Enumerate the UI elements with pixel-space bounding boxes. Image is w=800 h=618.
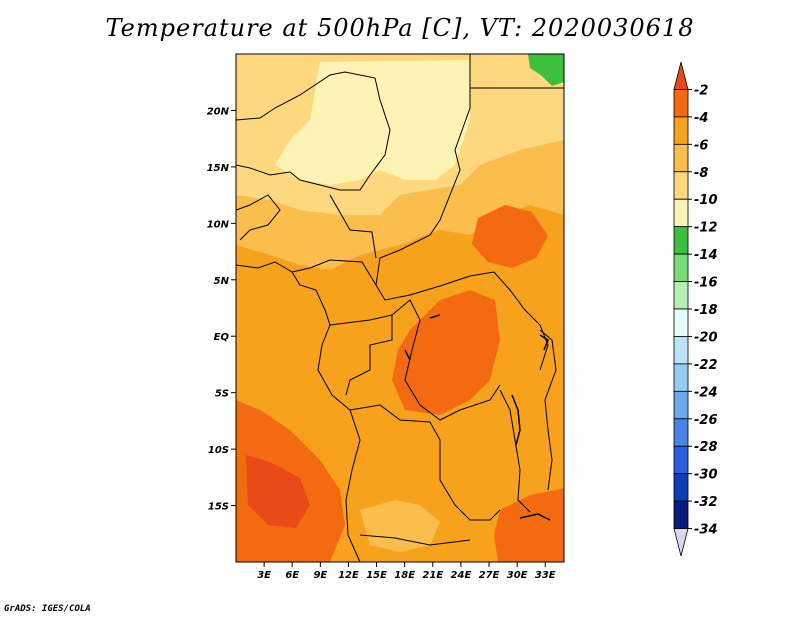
longitude-axis: 3E 6E 9E 12E 15E 18E 21E 24E 27E 30E 33E [257, 562, 556, 581]
colorbar-swatch [673, 500, 689, 529]
colorbar-swatch [673, 226, 689, 255]
lat-label: 20N [207, 106, 230, 117]
colorbar-swatch [673, 253, 689, 282]
colorbar-label: -10 [694, 193, 718, 208]
field-north-coldest [275, 60, 470, 185]
field-warm-east [472, 205, 548, 268]
lat-label: EQ [214, 332, 230, 343]
lon-label: 18E [394, 570, 415, 581]
colorbar-label: -28 [694, 440, 718, 455]
colorbar-label: -24 [694, 385, 718, 400]
lat-label: 5S [215, 389, 229, 400]
lon-label: 15E [366, 570, 387, 581]
colorbar-label: -2 [694, 83, 708, 98]
colorbar-swatch [673, 390, 689, 420]
colorbar-label: -26 [694, 413, 718, 428]
colorbar-swatch [673, 198, 689, 228]
colorbar-label: -8 [694, 166, 708, 181]
lat-label: 15S [208, 502, 229, 513]
color-bar: -2 -4 -6 -8 -10 -12 -14 -16 -18 -20 -22 -24 -26 -28 -3… [673, 61, 718, 557]
colorbar-swatch [673, 473, 689, 502]
field-cool-south [360, 500, 440, 552]
lon-label: 6E [285, 570, 299, 581]
colorbar-swatch [673, 336, 689, 365]
colorbar-label: -34 [694, 523, 718, 538]
colorbar-label: -6 [694, 138, 708, 153]
lat-label: 10N [207, 219, 230, 230]
chart-title: Temperature at 500hPa [C], VT: 202003061… [105, 14, 695, 42]
colorbar-label: -12 [694, 221, 718, 236]
latitude-axis: 20N 15N 10N 5N EQ 5S 10S 15S [207, 106, 236, 513]
lon-label: 27E [479, 570, 500, 581]
colorbar-label: -16 [694, 276, 718, 291]
colorbar-swatch [673, 281, 689, 310]
lon-label: 24E [451, 570, 472, 581]
colorbar-swatch [673, 89, 689, 118]
colorbar-swatch [673, 445, 689, 475]
map-frame [235, 53, 565, 563]
field-green-patch [528, 54, 564, 86]
colorbar-swatch [673, 143, 689, 173]
colorbar-swatch [673, 61, 689, 90]
field-warm-se [494, 488, 564, 562]
lon-label: 12E [338, 570, 359, 581]
colorbar-swatch [673, 308, 689, 337]
colorbar-swatch [673, 528, 689, 557]
colorbar-label: -18 [694, 303, 718, 318]
colorbar-label: -22 [694, 358, 718, 373]
lon-label: 30E [507, 570, 528, 581]
lon-label: 3E [257, 570, 271, 581]
colorbar-swatch [673, 363, 689, 392]
colorbar-label: -14 [694, 248, 718, 263]
lat-label: 15N [207, 163, 230, 174]
colorbar-label: -30 [694, 468, 718, 483]
colorbar-swatch [673, 418, 689, 447]
colorbar-label: -4 [694, 111, 708, 126]
colorbar-swatch [673, 171, 689, 200]
lakes [404, 314, 551, 521]
country-borders [236, 54, 564, 562]
lon-label: 9E [313, 570, 327, 581]
lat-label: 5N [214, 276, 230, 287]
colorbar-label: -20 [694, 330, 718, 345]
field-hot-sw [246, 455, 310, 528]
lon-label: 33E [535, 570, 556, 581]
field-warm-central [392, 290, 500, 415]
lat-label: 10S [208, 445, 229, 456]
colorbar-swatch [673, 116, 689, 145]
colorbar-label: -32 [694, 495, 718, 510]
credit-text: GrADS: IGES/COLA [4, 604, 91, 614]
lon-label: 21E [422, 570, 443, 581]
